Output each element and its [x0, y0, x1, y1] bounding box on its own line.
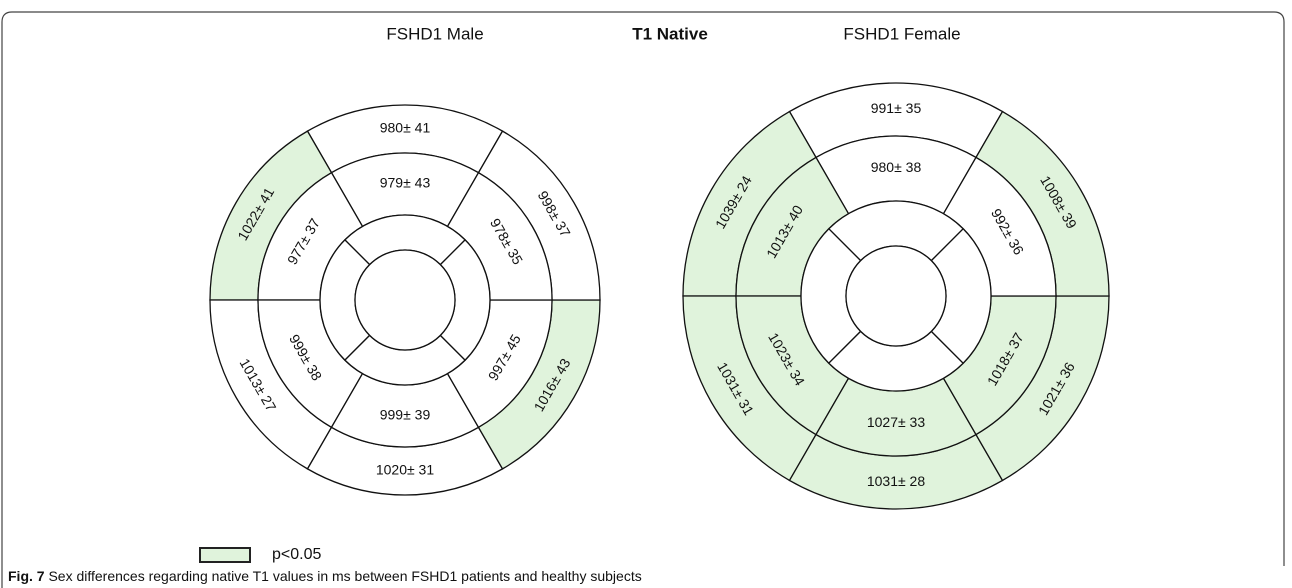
segment-label: 980± 41 — [380, 120, 431, 136]
apex — [354, 249, 456, 351]
caption: Fig. 7 Sex differences regarding native … — [8, 568, 642, 584]
apex — [845, 245, 947, 347]
segment-label: 1027± 33 — [867, 414, 926, 430]
frame — [1, 11, 1285, 588]
segment-label: 991± 35 — [871, 100, 922, 116]
right-title: FSHD1 Female — [843, 24, 960, 43]
segment-label: 999± 39 — [380, 407, 431, 423]
segment-label: 979± 43 — [380, 175, 431, 191]
title: T1 Native — [632, 24, 708, 43]
segment-label: 1031± 28 — [867, 473, 926, 489]
segment-label: 1020± 31 — [376, 462, 435, 478]
caption-prefix: Fig. 7 — [8, 568, 45, 584]
left-title: FSHD1 Male — [386, 24, 483, 43]
segment-label: 980± 38 — [871, 159, 922, 175]
legend-swatch — [199, 547, 251, 563]
caption-text: Sex differences regarding native T1 valu… — [48, 568, 641, 584]
legend-label: p<0.05 — [272, 546, 321, 563]
